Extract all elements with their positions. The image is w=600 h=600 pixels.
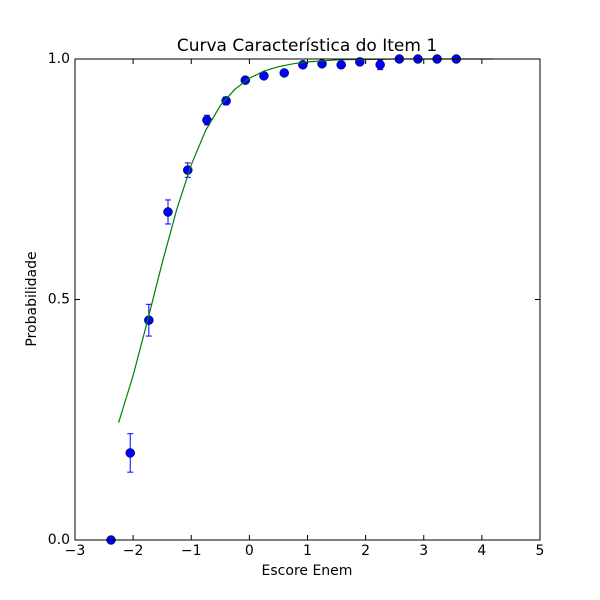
data-point [163,207,173,217]
x-tick-label: 4 [477,543,486,559]
x-tick-label: −1 [181,543,202,559]
data-point [279,68,289,78]
data-point [375,60,385,70]
x-tick-label: 0 [245,543,254,559]
x-tick-label: −3 [65,543,86,559]
y-tick-label: 0.0 [48,532,70,548]
x-tick-label: −2 [123,543,144,559]
x-axis-label: Escore Enem [262,563,353,579]
chart-title: Curva Característica do Item 1 [177,36,437,56]
y-tick-label: 0.5 [48,292,70,308]
x-tick-label: 5 [536,543,545,559]
plot-frame [74,58,541,541]
x-tick-label: 1 [303,543,312,559]
y-tick-label: 1.0 [48,51,70,67]
data-point [336,60,346,70]
x-tick-label: 3 [419,543,428,559]
x-tick-label: 2 [361,543,370,559]
data-point [221,96,231,106]
data-point [125,448,135,458]
y-axis-label: Probabilidade [24,251,40,346]
